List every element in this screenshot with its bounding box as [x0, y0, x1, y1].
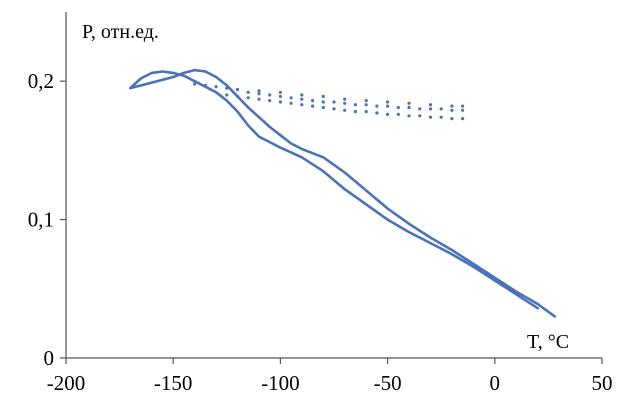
data-point [407, 114, 411, 118]
data-point [386, 104, 390, 108]
data-point [461, 108, 465, 112]
data-series [129, 68, 557, 318]
data-point [225, 93, 229, 97]
data-point [289, 101, 293, 105]
x-tick-label: -100 [261, 371, 300, 395]
data-point [439, 115, 443, 119]
axes [65, 12, 602, 359]
data-point [257, 92, 261, 96]
tick-labels: -200 -150 -100 -50 0 50 0 0,1 0,2 [28, 69, 613, 395]
y-tick-label: 0,2 [28, 69, 54, 93]
x-tick-label: -50 [374, 371, 402, 395]
series-line-2 [129, 68, 557, 318]
data-point [311, 99, 315, 103]
data-point [278, 90, 282, 94]
data-point [332, 100, 336, 104]
data-point [396, 105, 400, 110]
x-tick-label: 50 [592, 371, 613, 395]
data-point [407, 101, 411, 105]
data-point [364, 110, 368, 114]
data-point [450, 108, 454, 112]
data-point [268, 93, 272, 97]
data-point [321, 94, 325, 98]
data-point [257, 89, 261, 93]
data-point [332, 107, 336, 111]
data-point [300, 93, 304, 97]
data-point [386, 100, 390, 104]
data-point [407, 105, 411, 110]
data-point [235, 87, 240, 92]
data-point [353, 110, 357, 114]
tick-marks [60, 80, 603, 364]
x-tick-label: -200 [47, 371, 86, 395]
data-point [246, 96, 250, 100]
data-point [364, 103, 368, 107]
data-point [203, 83, 207, 87]
data-point [193, 82, 197, 86]
data-point [396, 112, 400, 116]
data-point [428, 103, 433, 107]
x-tick-label: 0 [490, 371, 501, 395]
data-point [278, 100, 282, 104]
x-tick-label: -150 [154, 371, 193, 395]
data-point [343, 101, 347, 105]
data-point [439, 107, 443, 111]
data-point [418, 107, 422, 111]
y-axis-title: P, отн.ед. [82, 21, 159, 43]
data-point [353, 103, 357, 107]
y-tick-label: 0 [44, 346, 55, 370]
y-tick-label: 0,1 [28, 208, 54, 232]
data-point [246, 90, 250, 94]
data-point [225, 86, 229, 90]
data-point [257, 97, 261, 101]
series-line-1 [129, 70, 539, 310]
x-axis-title: T, °C [527, 331, 569, 353]
data-point [375, 104, 379, 108]
data-point [311, 104, 315, 108]
data-point [300, 97, 304, 101]
data-point [364, 99, 368, 103]
data-point [461, 117, 465, 121]
data-point [343, 108, 347, 112]
data-point [418, 114, 422, 118]
data-point [386, 112, 390, 116]
data-point [321, 100, 325, 104]
data-point [450, 117, 454, 121]
data-point [235, 94, 240, 98]
data-point [321, 105, 325, 110]
data-point [461, 104, 465, 108]
data-point [375, 111, 379, 115]
data-point [268, 99, 272, 103]
data-point [289, 96, 293, 100]
data-point [450, 104, 454, 108]
data-point [278, 94, 282, 98]
data-point [214, 85, 218, 89]
data-point [343, 97, 347, 101]
data-point [428, 107, 433, 111]
data-point [300, 103, 304, 107]
data-point [428, 115, 433, 119]
